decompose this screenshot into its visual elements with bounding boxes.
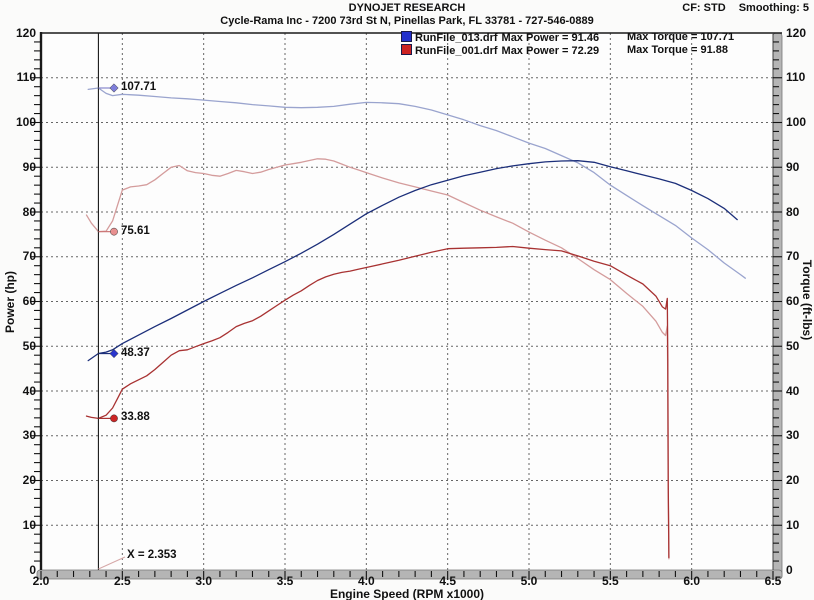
y-right-tick-label: 70 xyxy=(786,249,800,264)
cursor-value-label: 107.71 xyxy=(121,80,157,93)
y-left-tick-label: 80 xyxy=(22,204,36,219)
y-right-tick-label: 100 xyxy=(786,115,807,129)
shop-address: Cycle-Rama Inc - 7200 73rd St N, Pinella… xyxy=(220,15,594,27)
y-right-tick-label: 40 xyxy=(786,383,800,398)
y-left-tick-label: 120 xyxy=(15,25,36,40)
x-tick-label: 5.5 xyxy=(601,574,619,588)
cursor-x-readout: X = 2.353 xyxy=(127,549,177,561)
cursor-marker-diamond xyxy=(109,348,119,359)
y-right-tick-label: 20 xyxy=(786,473,800,487)
cursor-value-label: 48.37 xyxy=(121,346,150,359)
y-right-tick-label: 90 xyxy=(786,159,800,174)
y-left-tick-label: 90 xyxy=(22,159,36,174)
curve-runfile-013-power-hp- xyxy=(87,160,738,362)
curve-runfile-001-torque-ft-lbs- xyxy=(85,158,670,560)
y-left-axis-title: Power (hp) xyxy=(3,271,17,333)
axis-ticks xyxy=(31,41,782,580)
y-right-tick-label: 0 xyxy=(786,562,793,577)
x-tick-label: 3.5 xyxy=(276,574,294,588)
legend-max-torque: Max Torque = 91.88 xyxy=(627,44,728,56)
x-tick-label: 4.5 xyxy=(439,574,456,588)
x-axis-title: Engine Speed (RPM x1000) xyxy=(329,587,485,600)
y-right-tick-label: 30 xyxy=(786,428,800,443)
x-tick-label: 2.0 xyxy=(32,574,50,588)
legend-max-torque: Max Torque = 107.71 xyxy=(627,31,735,43)
x-tick-label: 5.0 xyxy=(520,574,538,588)
y-right-tick-label: 50 xyxy=(786,338,800,353)
legend-max-power: Max Power = 91.46 xyxy=(501,32,600,44)
legend-swatch-red xyxy=(401,44,412,55)
curve-runfile-001-power-hp- xyxy=(85,245,670,559)
cursor-value-label: 33.88 xyxy=(121,411,150,424)
legend-swatch-blue xyxy=(401,31,412,42)
y-right-axis-title: Torque (ft-lbs) xyxy=(800,260,814,340)
y-right-tick-label: 80 xyxy=(786,204,800,219)
y-left-tick-label: 110 xyxy=(16,70,36,85)
legend-row-runfile013: RunFile_013.drf Max Power = 91.46 Max Tor… xyxy=(401,31,761,44)
y-left-tick-label: 20 xyxy=(22,473,36,487)
x-tick-label: 4.0 xyxy=(357,574,375,588)
y-left-tick-label: 30 xyxy=(22,428,36,443)
y-left-tick-label: 70 xyxy=(22,249,36,264)
y-left-tick-label: 10 xyxy=(22,517,36,532)
cursor-value-label: 75.61 xyxy=(121,224,150,237)
y-right-tick-label: 10 xyxy=(786,517,800,532)
x-tick-label: 3.0 xyxy=(195,574,212,588)
cf-label: CF: STD xyxy=(682,2,726,14)
page-title: DYNOJET RESEARCH xyxy=(348,2,466,14)
legend-row-runfile001: RunFile_001.drf Max Power = 72.29 Max Tor… xyxy=(401,44,761,57)
y-left-tick-label: 0 xyxy=(29,562,36,577)
y-right-tick-label: 120 xyxy=(786,25,807,40)
legend-file-name: RunFile_001.drf xyxy=(415,45,498,57)
x-tick-label: 6.5 xyxy=(764,574,782,588)
legend: RunFile_013.drf Max Power = 91.46 Max Tor… xyxy=(401,31,761,57)
legend-file-name: RunFile_013.drf xyxy=(415,32,498,44)
cursor-marker-circle xyxy=(110,227,118,236)
x-tick-label: 2.5 xyxy=(113,574,131,588)
y-left-tick-label: 60 xyxy=(22,294,36,308)
y-right-tick-label: 110 xyxy=(786,70,806,85)
grid xyxy=(41,33,773,570)
cursor-marker-circle xyxy=(110,414,118,423)
smoothing-label: Smoothing: 5 xyxy=(738,2,809,14)
cursor-marker-diamond xyxy=(109,83,119,93)
cursor-x-leader-line xyxy=(98,556,126,570)
y-left-tick-label: 100 xyxy=(15,115,36,129)
correction-smoothing-status: CF: STD Smoothing: 5 xyxy=(682,2,809,14)
curve-runfile-013-torque-ft-lbs- xyxy=(87,87,746,279)
y-left-tick-label: 40 xyxy=(22,383,36,398)
y-right-tick-label: 60 xyxy=(786,294,800,308)
x-tick-label: 6.0 xyxy=(683,574,700,588)
y-left-tick-label: 50 xyxy=(22,338,36,353)
legend-max-power: Max Power = 72.29 xyxy=(501,45,600,57)
